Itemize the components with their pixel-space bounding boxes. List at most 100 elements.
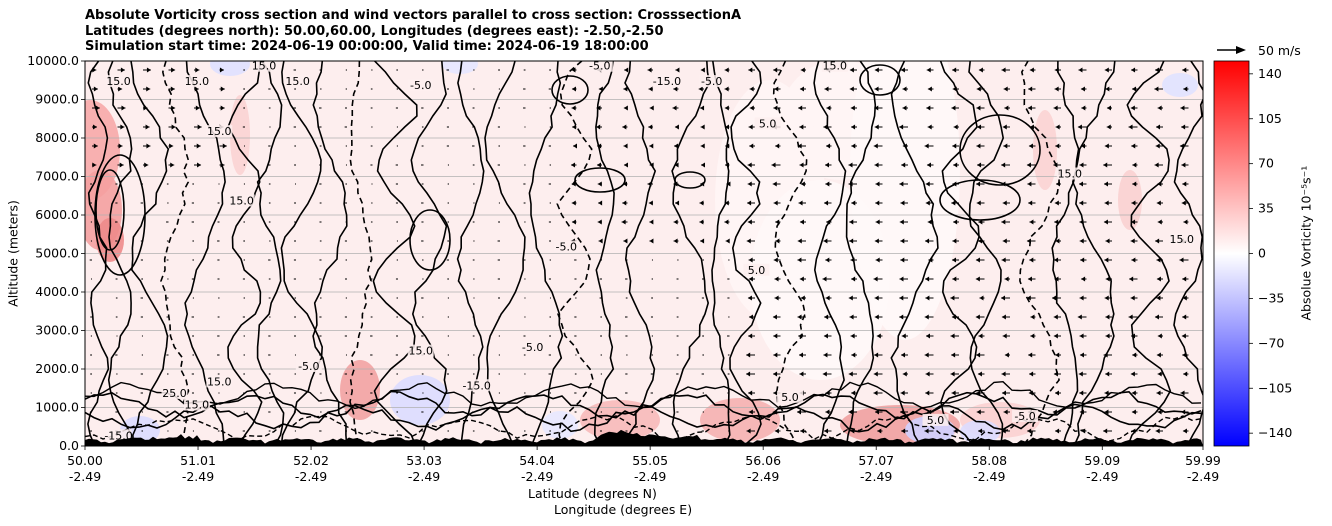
contour-label-bg: [653, 75, 680, 88]
wind-vector-head: [774, 86, 779, 92]
wind-vector-head: [648, 86, 653, 92]
wind-vector-head: [798, 200, 803, 206]
wind-vector-head: [1003, 143, 1008, 149]
contour-loop: [959, 114, 1041, 186]
wind-vector-head: [1079, 162, 1084, 168]
wind-vector-head: [825, 181, 830, 187]
wind-vector-head: [826, 105, 831, 111]
contour-line: [85, 390, 1202, 420]
colorbar: 140 105 70 35 0 −35 −70 −105 −140: [1213, 60, 1292, 447]
wind-vector-head: [1004, 352, 1009, 358]
x-tick-label-lon: -2.49: [408, 469, 440, 484]
wind-vector-head: [649, 162, 654, 168]
wind-vector-head: [900, 238, 905, 244]
x-tick-label-lat: 53.03: [406, 453, 442, 468]
contour-label-bg: [519, 340, 546, 353]
wind-vector-head: [1104, 390, 1109, 396]
contour-line: [1051, 61, 1080, 446]
title-line-2: Latitudes (degrees north): 50.00,60.00, …: [85, 23, 664, 39]
wind-vector-head: [1026, 238, 1031, 244]
wind-vector-head: [799, 162, 804, 168]
contour-label-bg: [206, 125, 233, 138]
wind-vector-head: [797, 314, 802, 320]
contour-line: [372, 61, 418, 446]
wind-vector-head: [975, 257, 980, 263]
wind-vector-head: [598, 86, 603, 92]
wind-vector-head: [1079, 333, 1084, 339]
wind-vector-head: [675, 67, 680, 73]
wind-vector-head: [1053, 105, 1058, 111]
wind-vector-head: [1106, 105, 1111, 111]
colorbar-tick-label: 35: [1258, 201, 1274, 216]
x-tick-label-lon: -2.49: [973, 469, 1005, 484]
y-tick-label: 4000.0: [35, 284, 79, 299]
wind-vector-head: [596, 124, 601, 130]
wind-vector-head: [1001, 295, 1006, 301]
wind-vector-head: [952, 238, 957, 244]
wind-vector-head: [824, 200, 829, 206]
wind-vector-head: [825, 257, 830, 263]
wind-vector-head: [1004, 276, 1009, 282]
wind-vector-head: [1079, 295, 1084, 301]
contour-label: 15.0: [229, 194, 254, 207]
contour-label-bg: [183, 398, 210, 411]
wind-vector-head: [674, 162, 679, 168]
wind-vector-head: [1052, 295, 1057, 301]
contour-label-bg: [586, 61, 613, 72]
wind-vector-head: [92, 162, 97, 168]
wind-vector-head: [1105, 314, 1110, 320]
wind-vector-head: [673, 181, 678, 187]
contour-line: [256, 61, 285, 446]
wind-vector-head: [1079, 352, 1084, 358]
wind-vector-head: [622, 124, 627, 130]
wind-vector-head: [952, 86, 957, 92]
wind-vector-head: [598, 238, 603, 244]
wind-vector-head: [144, 162, 149, 168]
fill-patch: [1033, 110, 1057, 190]
wind-vector-head: [1002, 238, 1007, 244]
wind-vector-head: [672, 105, 677, 111]
contour-line: [845, 61, 877, 446]
wind-vector-head: [1029, 219, 1034, 225]
wind-vector-head: [1081, 105, 1086, 111]
wind-vector-head: [1055, 124, 1060, 130]
wind-vector-head: [1103, 162, 1108, 168]
contour-label-bg: [1056, 167, 1083, 180]
wind-vector-head: [771, 162, 776, 168]
wind-vector-head: [953, 219, 958, 225]
wind-vector-head: [1131, 390, 1136, 396]
y-tick-label: 3000.0: [35, 323, 79, 338]
wind-vector-head: [773, 352, 778, 358]
wind-vector-head: [1131, 219, 1136, 225]
wind-vector-head: [649, 219, 654, 225]
contour-line: [968, 61, 1005, 446]
y-axis: 0.0 1000.0 2000.0 3000.0 4000.0 5000.0 6000.0 7…: [27, 53, 85, 453]
wind-vector-head: [197, 162, 202, 168]
wind-vector-head: [850, 257, 855, 263]
wind-vector-head: [978, 238, 983, 244]
contour-label: 25.0: [162, 387, 187, 400]
wind-vector-head: [196, 143, 201, 149]
wind-vector-head: [121, 105, 126, 111]
wind-vector-head: [673, 238, 678, 244]
wind-vector-head: [1053, 333, 1058, 339]
wind-vector-head: [797, 409, 802, 415]
wind-vector-head: [799, 86, 804, 92]
terrain-profile: [85, 429, 1203, 446]
wind-vector-head: [1026, 162, 1031, 168]
wind-vector-head: [848, 181, 853, 187]
wind-vector-head: [700, 181, 705, 187]
wind-vector-head: [950, 371, 955, 377]
wind-vector-head: [571, 219, 576, 225]
contour-label-bg: [698, 75, 725, 88]
wind-vector-head: [724, 200, 729, 206]
wind-vector-head: [873, 143, 878, 149]
wind-vector-head: [1182, 295, 1187, 301]
wind-vector-head: [772, 181, 777, 187]
wind-vector-head: [952, 257, 957, 263]
wind-vector-head: [824, 314, 829, 320]
wind-vector-head: [799, 219, 804, 225]
wind-vector-head: [874, 352, 879, 358]
contour-label-bg: [821, 61, 848, 72]
wind-vector-head: [798, 105, 803, 111]
